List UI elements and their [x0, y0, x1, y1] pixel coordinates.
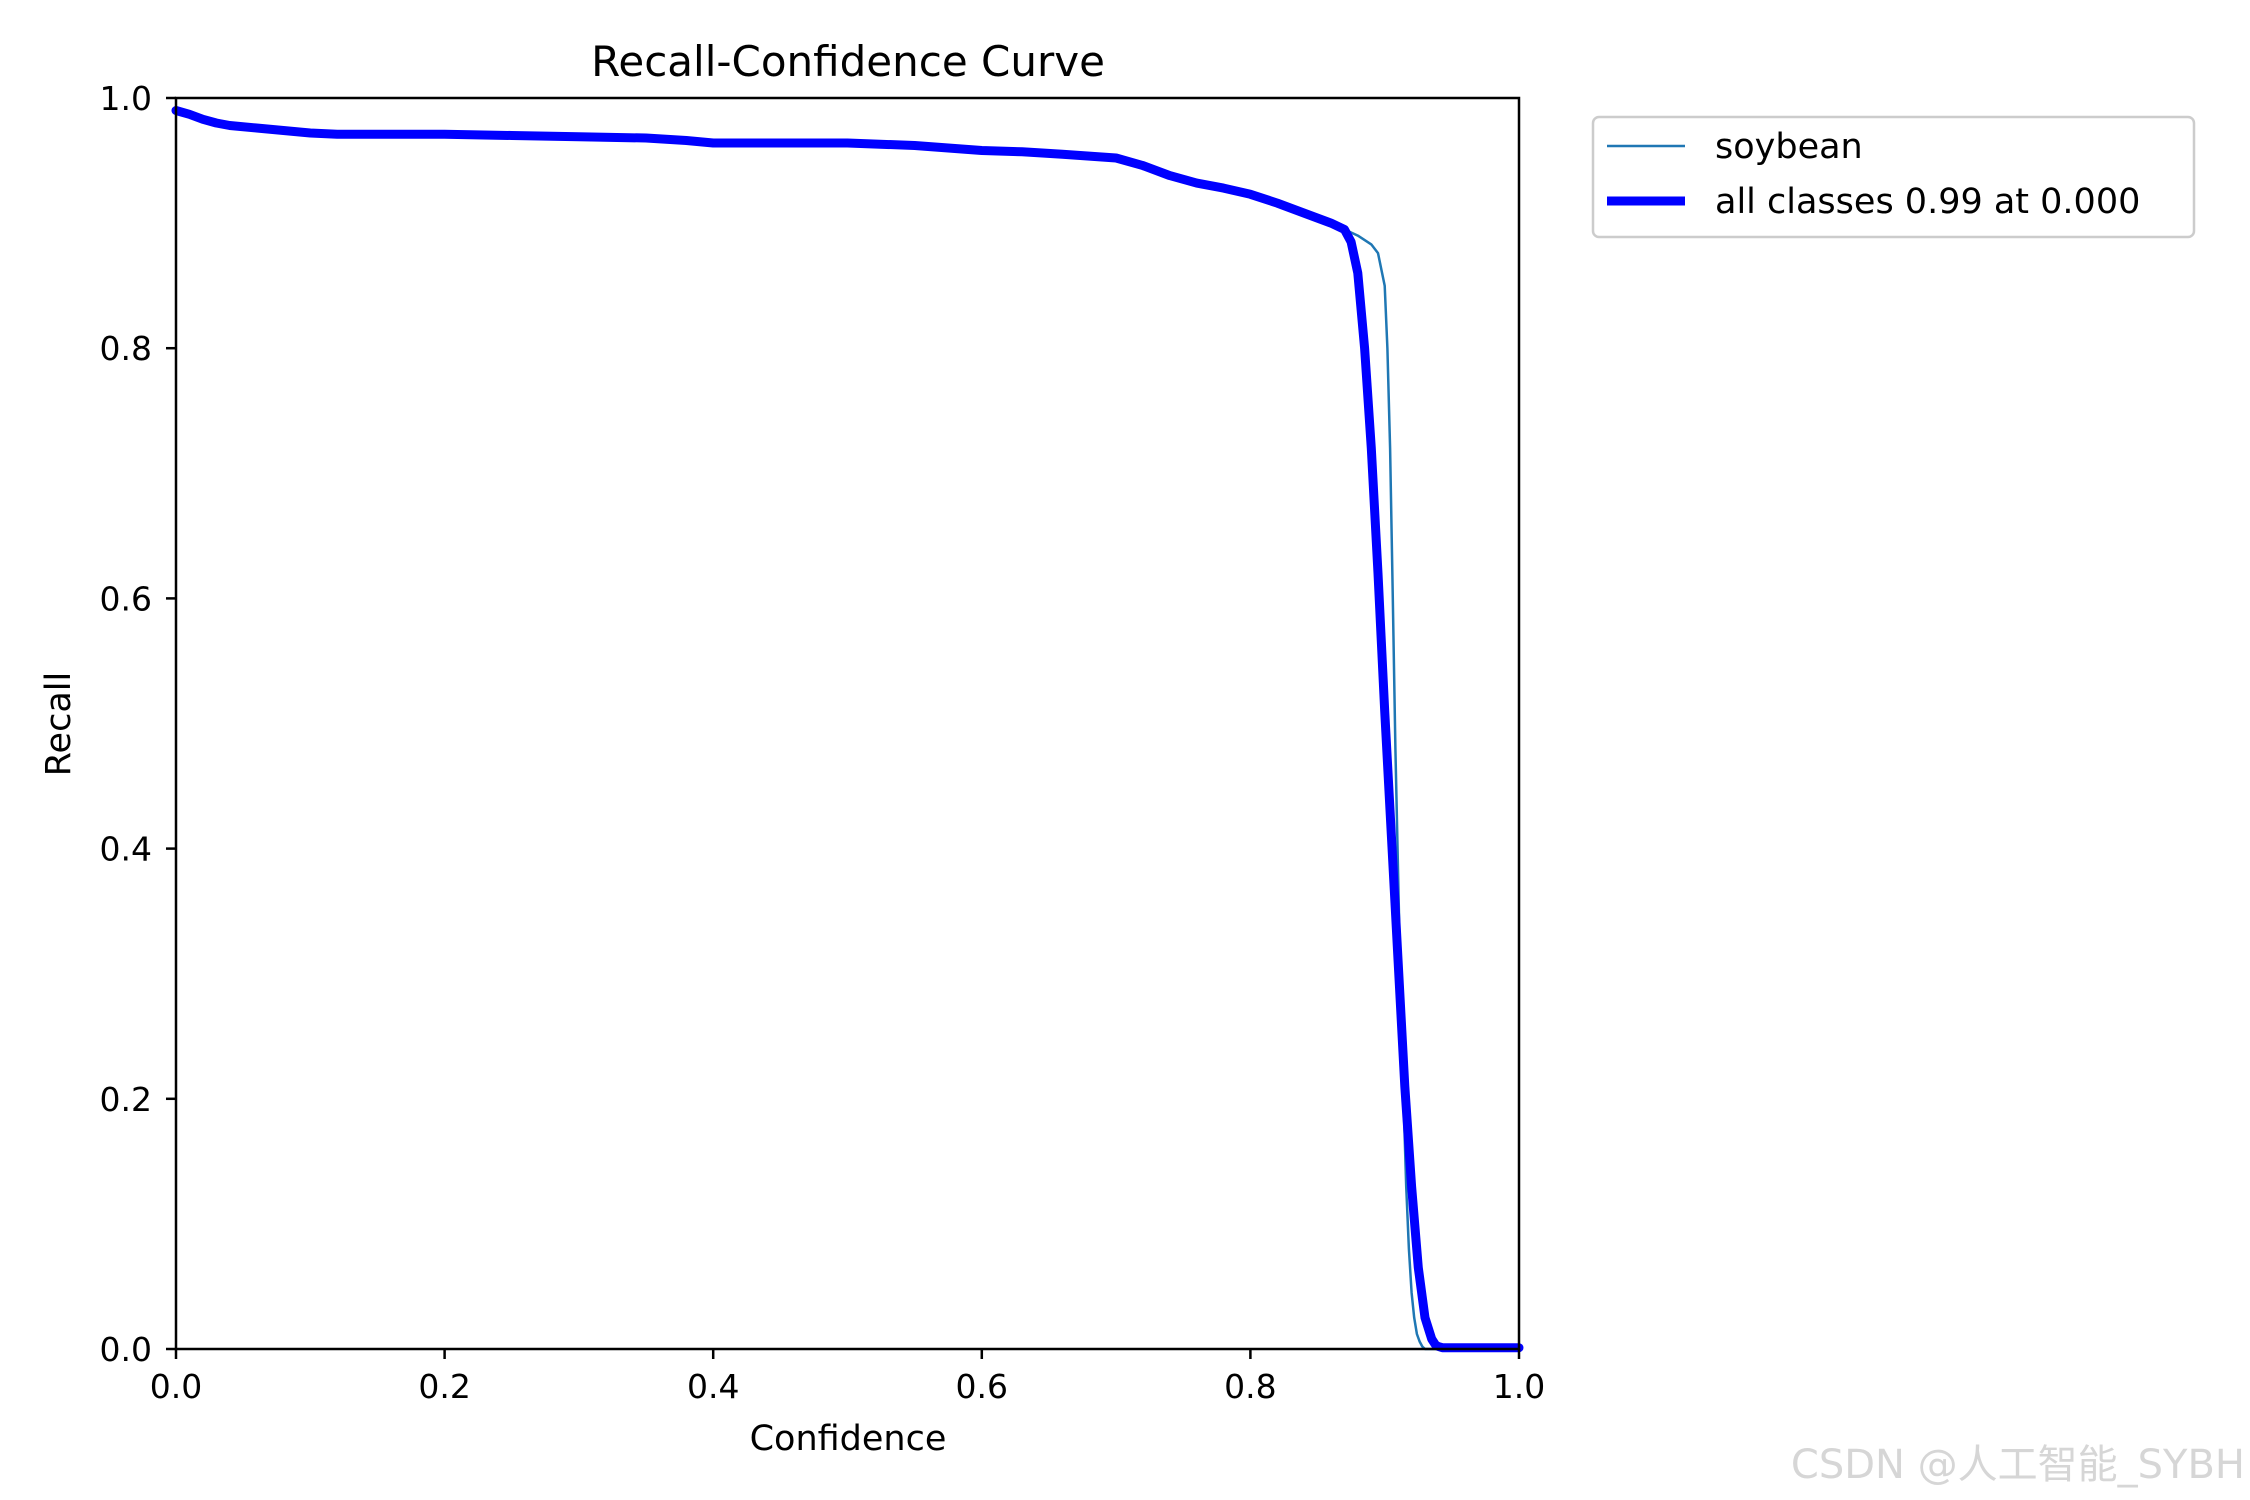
y-tick-label: 0.0	[100, 1330, 152, 1369]
watermark-text: CSDN @人工智能_SYBH	[1791, 1442, 2245, 1488]
x-tick-label: 0.4	[687, 1367, 739, 1406]
y-tick-label: 0.2	[100, 1080, 152, 1119]
y-tick-label: 1.0	[100, 79, 152, 118]
legend-label-soybean: soybean	[1715, 127, 1863, 167]
legend-box	[1591, 115, 2196, 239]
y-tick-label: 0.4	[100, 830, 152, 869]
x-axis-label: Confidence	[750, 1419, 947, 1459]
y-axis-ticks: 0.0 0.2 0.4 0.6 0.8 1.0	[100, 79, 176, 1369]
legend-label-all-classes: all classes 0.99 at 0.000	[1715, 182, 2140, 222]
plot-area	[171, 96, 1524, 1353]
chart-title: Recall-Confidence Curve	[591, 37, 1105, 86]
x-axis-ticks: 0.0 0.2 0.4 0.6 0.8 1.0	[150, 1349, 1545, 1406]
series-layer	[171, 106, 1524, 1353]
series-line-all-classes	[171, 106, 1524, 1353]
x-tick-label: 1.0	[1493, 1367, 1545, 1406]
legend: soybean all classes 0.99 at 0.000	[1591, 115, 2196, 239]
y-tick-label: 0.6	[100, 579, 152, 618]
x-tick-label: 0.0	[150, 1367, 202, 1406]
x-tick-label: 0.8	[1224, 1367, 1276, 1406]
plot-background	[176, 98, 1519, 1349]
x-tick-label: 0.2	[418, 1367, 470, 1406]
plot-frame	[174, 96, 1521, 1351]
x-tick-label: 0.6	[956, 1367, 1008, 1406]
y-tick-label: 0.8	[100, 329, 152, 368]
y-axis-label: Recall	[39, 672, 79, 776]
